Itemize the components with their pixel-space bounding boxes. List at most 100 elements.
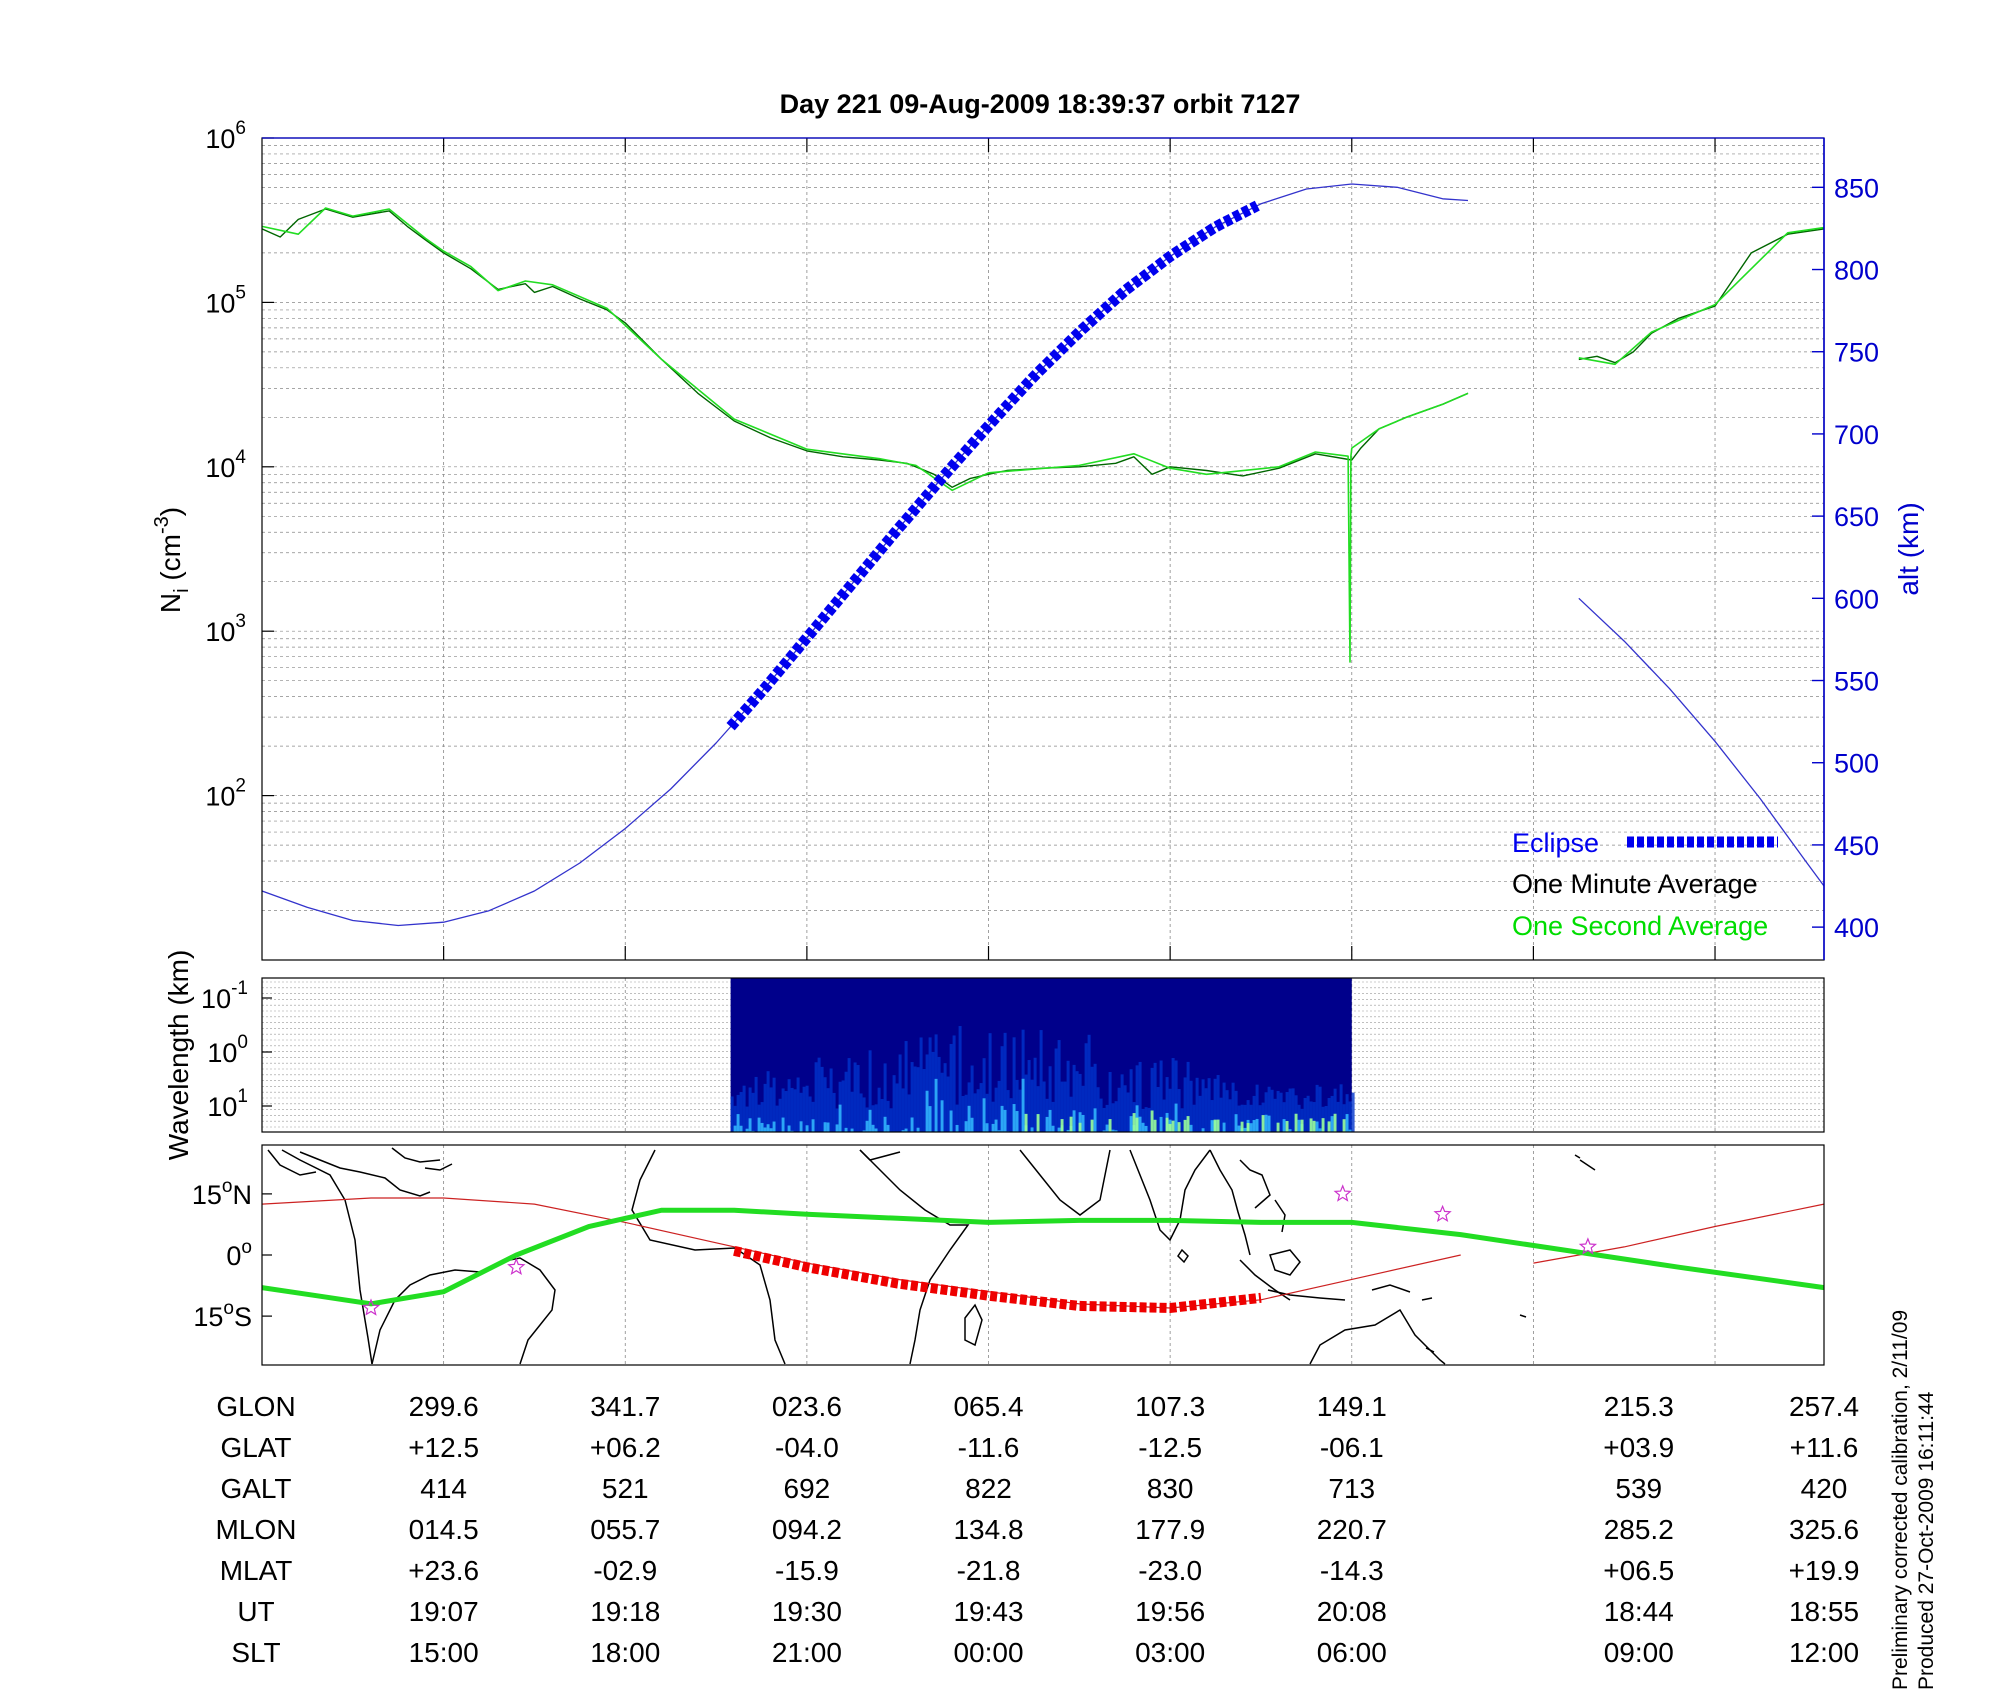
spec-streak-peak — [1261, 1115, 1265, 1132]
spec-streak — [985, 1093, 989, 1132]
spec-streak — [904, 1041, 908, 1132]
spec-streak-bright — [916, 1127, 920, 1132]
legend-eclipse-label: Eclipse — [1512, 828, 1599, 858]
spec-streak-peak — [1171, 1120, 1175, 1132]
spec-streak-bright — [760, 1122, 764, 1132]
spec-streak — [1342, 1104, 1346, 1132]
panel3-grid — [443, 1145, 1716, 1365]
spec-streak — [1327, 1097, 1331, 1132]
spec-streak — [847, 1058, 851, 1132]
spec-streak-bright — [910, 1117, 914, 1132]
spec-streak-bright — [1048, 1109, 1052, 1132]
spec-streak-bright — [1315, 1121, 1319, 1132]
one-second-line — [1578, 226, 1825, 366]
spec-streak — [1345, 1094, 1349, 1132]
legend-minute-label: One Minute Average — [1512, 869, 1758, 899]
spec-streak — [781, 1088, 785, 1132]
spec-streak — [793, 1089, 797, 1132]
y2-tick-label: 600 — [1834, 584, 1879, 614]
spec-streak — [778, 1098, 782, 1132]
spec-streak-bright — [970, 1117, 974, 1132]
spec-streak-peak — [1135, 1117, 1139, 1132]
spec-streak-bright — [766, 1124, 770, 1132]
spec-streak-bright — [1222, 1122, 1226, 1132]
spec-streak — [805, 1085, 809, 1132]
y2-tick-label: 550 — [1834, 667, 1879, 697]
y-tick-label: 104 — [205, 447, 246, 483]
spec-streak-bright — [1021, 1078, 1025, 1132]
panel1-data — [261, 183, 1825, 927]
spec-streak-peak — [1153, 1119, 1157, 1132]
spec-streak-bright — [964, 1121, 968, 1132]
spec-streak — [994, 1087, 998, 1132]
spec-streak — [928, 1037, 932, 1132]
spec-streak-bright — [1081, 1114, 1085, 1132]
spec-streak — [1135, 1065, 1139, 1132]
spec-streak-peak — [1183, 1119, 1187, 1132]
spec-streak — [1108, 1072, 1112, 1132]
spec-streak — [1165, 1077, 1169, 1132]
footer-line-1: Preliminary corrected calibration, 2/11/… — [1889, 1309, 1912, 1690]
spec-streak — [1291, 1088, 1295, 1132]
spec-streak — [1288, 1088, 1292, 1132]
spec-streak-bright — [811, 1119, 815, 1132]
spec-streak — [739, 1092, 743, 1132]
spec-streak-bright — [874, 1128, 878, 1132]
spec-streak — [1246, 1100, 1250, 1132]
spec-streak — [949, 1043, 953, 1132]
spec-streak-bright — [862, 1130, 866, 1132]
spec-streak — [1267, 1086, 1271, 1132]
spec-streak — [1234, 1090, 1238, 1132]
spec-streak — [1096, 1087, 1100, 1132]
spec-streak — [1111, 1103, 1115, 1132]
map-y-tick-label: 15oN — [192, 1176, 252, 1210]
spec-streak-bright — [982, 1098, 986, 1132]
spec-streak — [946, 1076, 950, 1132]
magnetic-equator-line — [261, 1207, 1825, 1307]
spec-streak — [1171, 1058, 1175, 1132]
spec-streak-bright — [871, 1124, 875, 1132]
spec-streak — [880, 1099, 884, 1132]
spec-streak — [937, 1056, 941, 1132]
spec-streak-bright — [739, 1125, 743, 1132]
spec-streak — [976, 1089, 980, 1132]
spec-streak-bright — [757, 1117, 761, 1132]
spec-streak-bright — [1066, 1129, 1070, 1132]
spec-streak-bright — [1072, 1110, 1076, 1132]
spec-streak — [784, 1091, 788, 1132]
map-y-tick-label: 0o — [226, 1237, 252, 1271]
spec-streak-bright — [805, 1125, 809, 1132]
spec-streak — [1141, 1108, 1145, 1132]
spec-streak-bright — [745, 1128, 749, 1132]
spec-streak — [1114, 1101, 1118, 1132]
spec-streak-bright — [994, 1119, 998, 1132]
spec-streak — [832, 1092, 836, 1132]
spec-streak — [1063, 1081, 1067, 1132]
legend-second-label: One Second Average — [1512, 911, 1768, 941]
spec-streak — [1009, 1098, 1013, 1132]
spec-streak — [892, 1075, 896, 1132]
spec-streak — [1222, 1082, 1226, 1132]
spec-streak — [835, 1108, 839, 1132]
spec-streak-peak — [1216, 1119, 1220, 1132]
spec-streak — [1225, 1090, 1229, 1132]
eclipse-segment — [726, 200, 1260, 731]
spec-streak — [1045, 1098, 1049, 1132]
panel1-ylabel: Ni (cm-3) — [151, 507, 193, 613]
spec-streak — [1117, 1087, 1121, 1132]
spec-streak-peak — [1168, 1123, 1172, 1132]
spec-streak — [1006, 1090, 1010, 1132]
legend: Eclipse One Minute Average One Second Av… — [1512, 828, 1778, 941]
spec-streak — [1312, 1102, 1316, 1132]
spec-streak-bright — [868, 1109, 872, 1132]
spec-streak — [1126, 1092, 1130, 1132]
panel3-y-ticks: 15oN 0o 15oS — [192, 1176, 272, 1332]
spec-streak — [1003, 1032, 1007, 1132]
spec-streak — [1333, 1088, 1337, 1132]
spec-streak-bright — [823, 1122, 827, 1132]
spec-streak — [814, 1062, 818, 1132]
spec-streak-bright — [835, 1124, 839, 1132]
spec-streak — [1294, 1095, 1298, 1132]
spec-streak — [886, 1100, 890, 1132]
spec-streak — [769, 1087, 773, 1132]
